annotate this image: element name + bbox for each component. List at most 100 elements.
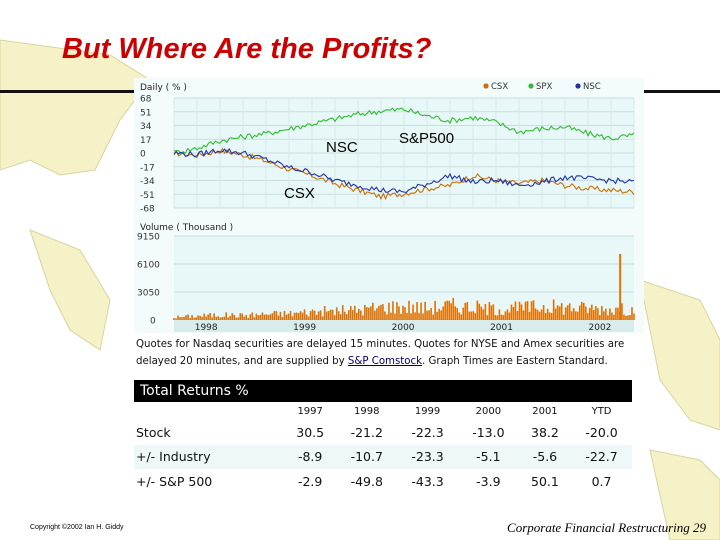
volume-bar [434, 300, 436, 320]
volume-bar [358, 308, 360, 320]
stock-chart: 68 51 34 17 0 -17 -34 -51 -68 Daily ( % ) CSX SPX NS… [134, 78, 644, 333]
volume-bar [329, 309, 332, 320]
volume-bar [438, 308, 440, 320]
volume-bar [508, 312, 511, 320]
volume-bar [364, 304, 366, 320]
volume-bar [360, 310, 362, 320]
volume-bar [518, 301, 521, 320]
volume-bar [325, 311, 328, 320]
map-landmass-east [639, 279, 720, 431]
volume-bar [534, 308, 537, 320]
volume-bar [474, 313, 477, 320]
volume-bar [490, 305, 493, 320]
volume-bar [406, 313, 408, 320]
volume-bar [261, 312, 264, 320]
price-y-tick-label: -51 [140, 191, 155, 201]
volume-bar [478, 303, 481, 320]
quote-note-line-1: Quotes for Nasdaq securities are delayed… [136, 339, 625, 350]
volume-bar [558, 306, 561, 320]
volume-bar [333, 315, 336, 320]
volume-bar [597, 308, 599, 320]
volume-bar [412, 304, 414, 320]
volume-bar [368, 307, 370, 320]
volume-bar [285, 314, 288, 320]
volume-bar [335, 307, 338, 320]
volume-bar [512, 306, 515, 320]
volume-bar [520, 304, 523, 320]
volume-bar [191, 315, 193, 320]
table-cell: -3.9 [476, 473, 501, 489]
volume-bar [293, 312, 296, 320]
table-cell: 0.7 [591, 473, 612, 489]
volume-bar [550, 313, 553, 320]
volume-bar [177, 315, 179, 320]
volume-bar [219, 317, 222, 320]
volume-bar [613, 314, 615, 320]
volume-bar [392, 301, 394, 320]
volume-bar [337, 311, 340, 320]
volume-bar [426, 310, 428, 320]
table-row-stock: Stock 30.5 -21.2 -22.3 -13.0 38.2 -20.0 [134, 420, 632, 445]
volume-bar [526, 301, 529, 320]
volume-bar [215, 316, 217, 320]
volume-bar [374, 310, 376, 320]
price-chart-label: Daily ( % ) [140, 83, 187, 93]
volume-y-tick-label: 0 [150, 317, 156, 327]
volume-bar [544, 312, 547, 320]
volume-bar [229, 316, 232, 320]
price-y-tick-label: -34 [140, 177, 155, 187]
volume-bar [629, 315, 631, 320]
volume-bar [275, 311, 278, 320]
volume-bar [233, 314, 236, 320]
volume-bar [237, 317, 240, 320]
volume-bar [213, 313, 215, 320]
volume-bar [355, 312, 358, 320]
table-row-sp500: +/- S&P 500 -2.9 -49.8 -43.3 -3.9 50.1 0… [134, 469, 632, 494]
volume-bar [538, 311, 541, 320]
volume-bar [621, 303, 623, 320]
volume-bar [436, 311, 438, 320]
volume-bar [506, 309, 509, 320]
volume-bar [492, 304, 495, 320]
volume-chart-label: Volume ( Thousand ) [140, 223, 233, 233]
volume-bar [446, 300, 448, 320]
table-cell: -49.8 [350, 473, 383, 489]
volume-bar [488, 302, 491, 320]
table-cell: 30.5 [296, 424, 325, 440]
volume-bar [319, 310, 322, 320]
volume-bar [601, 306, 603, 320]
volume-bar [560, 303, 563, 320]
volume-bar [586, 313, 589, 320]
series-line-spx [173, 107, 635, 156]
volume-bar [605, 308, 607, 320]
volume-bar [235, 317, 238, 320]
annotation-csx: CSX [284, 185, 315, 202]
legend-entry-nsc: NSC [583, 82, 601, 92]
volume-bar [496, 315, 499, 320]
sp-comstock-link[interactable]: S&P Comstock [347, 356, 423, 367]
table-row-industry: +/- Industry -8.9 -10.7 -23.3 -5.1 -5.6 … [134, 444, 632, 469]
volume-bar [382, 304, 384, 320]
volume-bar [339, 314, 342, 320]
volume-bar [609, 308, 611, 320]
volume-bar [580, 301, 583, 320]
volume-bar [540, 309, 543, 320]
volume-bar [255, 313, 258, 320]
volume-bar [283, 310, 286, 320]
volume-bar [343, 311, 346, 320]
volume-bar [428, 310, 430, 320]
volume-bar [291, 316, 294, 320]
volume-bar [390, 312, 392, 320]
map-landmass-central [29, 229, 111, 351]
volume-bar [231, 313, 234, 320]
volume-bar [631, 307, 633, 320]
volume-bar [456, 308, 459, 320]
volume-bar [484, 303, 487, 320]
row-label: +/- Industry [134, 444, 284, 469]
column-header: YTD [591, 405, 612, 417]
table-cell: -21.2 [350, 424, 383, 440]
volume-bar [536, 309, 539, 320]
volume-bar [530, 301, 533, 320]
legend-marker [483, 83, 489, 89]
volume-bar [247, 317, 250, 320]
